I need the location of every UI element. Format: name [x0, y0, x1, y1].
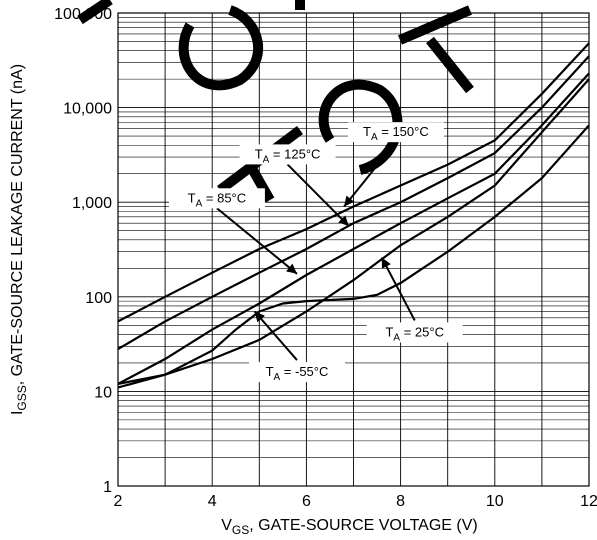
annotation-box-4 [248, 362, 345, 383]
annotation-arrowhead-3 [381, 257, 391, 269]
x-tick-label: 8 [396, 493, 405, 510]
annotation-label-4: TA = -55°C [266, 364, 329, 383]
series-line-3 [117, 124, 590, 385]
watermark [77, 0, 474, 203]
x-tick-label: 12 [580, 493, 597, 510]
series-line-2 [117, 72, 590, 385]
x-axis-title: VGS, GATE-SOURCE VOLTAGE (V) [221, 517, 477, 537]
tick-labels: 1 10 100 1,000 10,000 100,000 2 4 6 8 10 12 [54, 6, 597, 510]
x-tick-label: 6 [302, 493, 311, 510]
annotations: TA = 150°C TA = 125°C TA = 85°C TA = 25°C TA… [168, 122, 463, 383]
watermark-stroke [398, 5, 474, 94]
y-axis-title: IGSS, GATE-SOURCE LEAKAGE CURRENT (nA) [9, 64, 29, 415]
watermark-stroke [77, 0, 113, 25]
annotation-label-1: TA = 125°C [255, 146, 321, 165]
y-tick-label: 1,000 [72, 195, 112, 212]
series-line-1 [117, 55, 590, 351]
annotation-box-3 [366, 322, 463, 343]
annotation-arrow-0 [343, 141, 397, 208]
curves [117, 42, 590, 389]
annotation-arrowhead-1 [338, 215, 349, 227]
grid [117, 12, 590, 487]
y-tick-label: 10 [94, 384, 112, 401]
watermark-stroke [178, 5, 263, 91]
annotation-label-0: TA = 150°C [363, 124, 429, 143]
plot-frame [117, 12, 590, 487]
x-tick-label: 2 [114, 493, 123, 510]
annotation-box-0 [347, 122, 444, 143]
y-tick-label: 100,000 [54, 6, 112, 23]
annotation-label-3: TA = 25°C [385, 324, 444, 343]
annotation-arrow-4 [253, 310, 298, 361]
annotation-label-2: TA = 85°C [188, 190, 247, 209]
y-tick-label: 1 [103, 479, 112, 496]
annotation-arrow-3 [380, 257, 416, 321]
annotation-arrow-2 [216, 207, 298, 275]
annotation-box-1 [239, 144, 336, 165]
x-tick-label: 4 [208, 493, 217, 510]
y-tick-label: 100 [85, 290, 112, 307]
annotation-box-2 [168, 188, 265, 209]
annotation-arrowhead-2 [286, 263, 297, 274]
annotation-arrowhead-0 [344, 195, 355, 207]
series-line-0 [117, 42, 590, 323]
annotation-arrow-1 [286, 163, 350, 227]
annotation-arrowhead-4 [254, 311, 265, 323]
series-line-4 [117, 78, 590, 389]
y-tick-label: 10,000 [63, 101, 112, 118]
x-tick-label: 10 [486, 493, 504, 510]
